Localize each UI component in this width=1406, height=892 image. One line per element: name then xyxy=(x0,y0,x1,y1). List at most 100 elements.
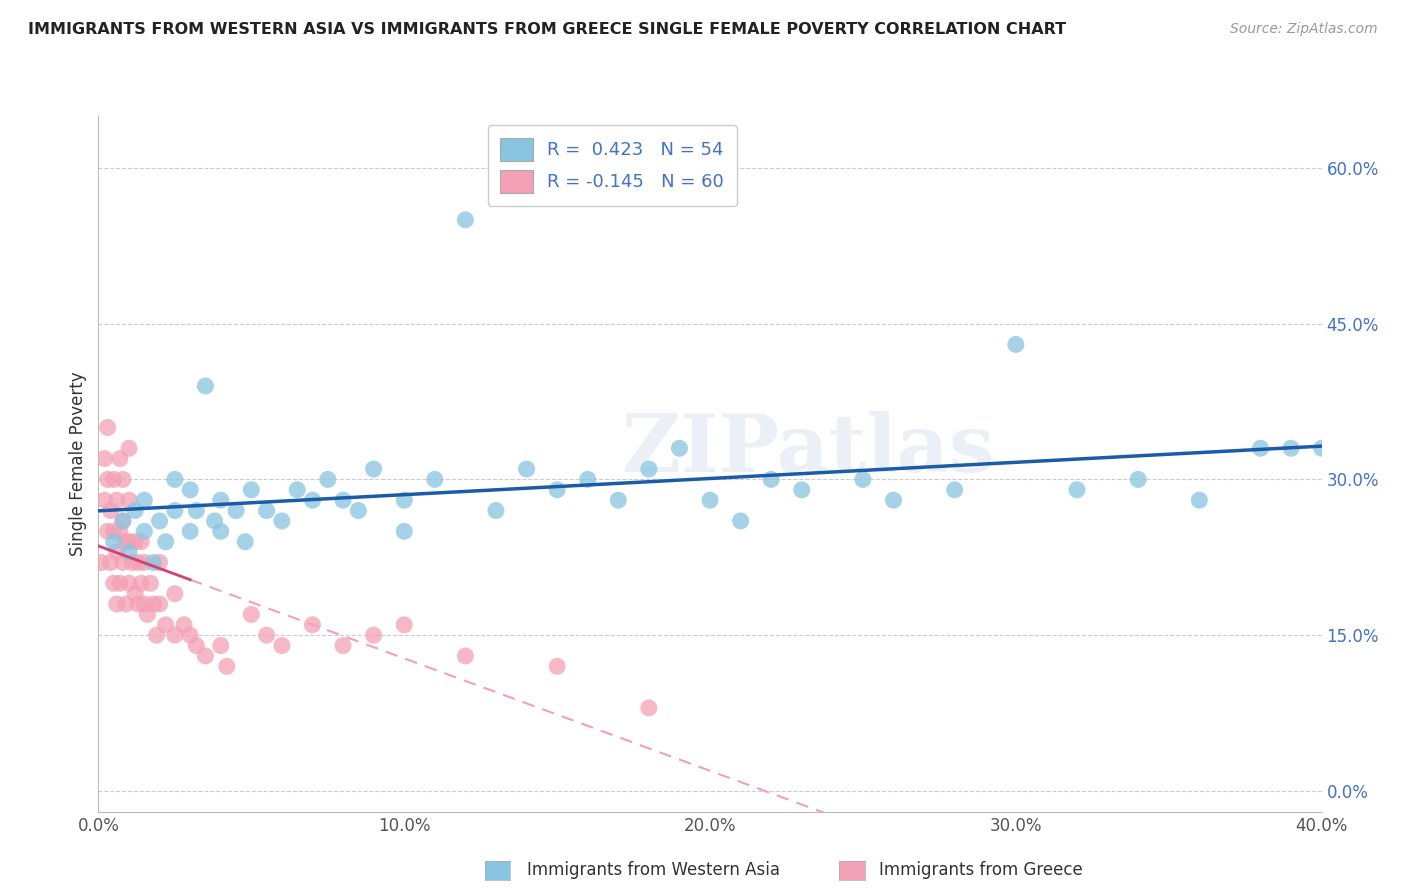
Point xyxy=(100,556,122,570)
Point xyxy=(90,556,112,570)
Point xyxy=(127,597,149,611)
Point xyxy=(108,451,131,466)
Point xyxy=(209,639,232,653)
Point xyxy=(699,493,721,508)
Point xyxy=(129,534,152,549)
Point xyxy=(194,379,217,393)
Point xyxy=(454,648,477,663)
Point xyxy=(115,597,138,611)
Point xyxy=(124,503,146,517)
Point xyxy=(100,503,122,517)
Point xyxy=(155,534,177,549)
Point xyxy=(118,442,141,456)
Point xyxy=(233,534,256,549)
Point xyxy=(145,628,167,642)
Text: Immigrants from Western Asia: Immigrants from Western Asia xyxy=(527,861,780,879)
Point xyxy=(240,607,263,622)
Point xyxy=(97,524,120,539)
Text: Source: ZipAtlas.com: Source: ZipAtlas.com xyxy=(1230,22,1378,37)
Point xyxy=(136,607,159,622)
Point xyxy=(103,576,125,591)
Point xyxy=(179,628,201,642)
Point xyxy=(240,483,263,497)
Point xyxy=(129,576,152,591)
Point xyxy=(546,483,568,497)
Y-axis label: Single Female Poverty: Single Female Poverty xyxy=(69,372,87,556)
Point xyxy=(93,451,115,466)
Point xyxy=(943,483,966,497)
Point xyxy=(179,524,201,539)
Point xyxy=(1188,493,1211,508)
Point xyxy=(1279,442,1302,456)
Point xyxy=(256,503,278,517)
Point xyxy=(225,503,247,517)
Point xyxy=(149,597,172,611)
Point xyxy=(347,503,370,517)
Text: ZIPatlas: ZIPatlas xyxy=(621,411,994,489)
Point xyxy=(256,628,278,642)
Point xyxy=(105,597,128,611)
Point xyxy=(186,639,208,653)
Point xyxy=(118,534,141,549)
Point xyxy=(149,556,172,570)
Point xyxy=(576,472,599,486)
Point xyxy=(546,659,568,673)
Point xyxy=(1004,337,1026,351)
Point xyxy=(139,576,162,591)
Point xyxy=(363,628,385,642)
Point xyxy=(637,462,661,476)
Point xyxy=(127,556,149,570)
Point xyxy=(1066,483,1088,497)
Point xyxy=(392,524,416,539)
Point xyxy=(163,587,186,601)
Point xyxy=(209,493,232,508)
Point xyxy=(118,545,141,559)
Point xyxy=(637,701,661,715)
Point xyxy=(163,472,186,486)
Point xyxy=(108,576,131,591)
Point xyxy=(155,617,177,632)
Point xyxy=(124,587,146,601)
Point xyxy=(103,472,125,486)
Point xyxy=(115,534,138,549)
Point xyxy=(392,617,416,632)
Point xyxy=(668,442,690,456)
Point xyxy=(163,628,186,642)
Point xyxy=(301,493,323,508)
Point xyxy=(118,493,141,508)
Point xyxy=(111,556,134,570)
Point xyxy=(142,556,165,570)
Point xyxy=(363,462,385,476)
Point xyxy=(111,514,134,528)
Point xyxy=(142,597,165,611)
Point xyxy=(186,503,208,517)
Point xyxy=(852,472,875,486)
Point xyxy=(285,483,308,497)
Point xyxy=(316,472,339,486)
Point xyxy=(332,493,354,508)
Point xyxy=(607,493,630,508)
Legend: R =  0.423   N = 54, R = -0.145   N = 60: R = 0.423 N = 54, R = -0.145 N = 60 xyxy=(488,125,737,206)
Point xyxy=(423,472,446,486)
Point xyxy=(270,639,292,653)
Point xyxy=(118,576,141,591)
Point xyxy=(134,524,156,539)
Point xyxy=(108,524,131,539)
Point xyxy=(149,514,172,528)
Point xyxy=(883,493,905,508)
Point xyxy=(105,493,128,508)
Point xyxy=(124,534,146,549)
Point xyxy=(97,420,120,434)
Point xyxy=(134,597,156,611)
Point xyxy=(270,514,292,528)
Point xyxy=(209,524,232,539)
Text: IMMIGRANTS FROM WESTERN ASIA VS IMMIGRANTS FROM GREECE SINGLE FEMALE POVERTY COR: IMMIGRANTS FROM WESTERN ASIA VS IMMIGRAN… xyxy=(28,22,1066,37)
Point xyxy=(163,503,186,517)
Point xyxy=(759,472,782,486)
Point xyxy=(134,493,156,508)
Point xyxy=(105,545,128,559)
Point xyxy=(173,617,195,632)
Point xyxy=(204,514,226,528)
Point xyxy=(93,493,115,508)
Point xyxy=(332,639,354,653)
